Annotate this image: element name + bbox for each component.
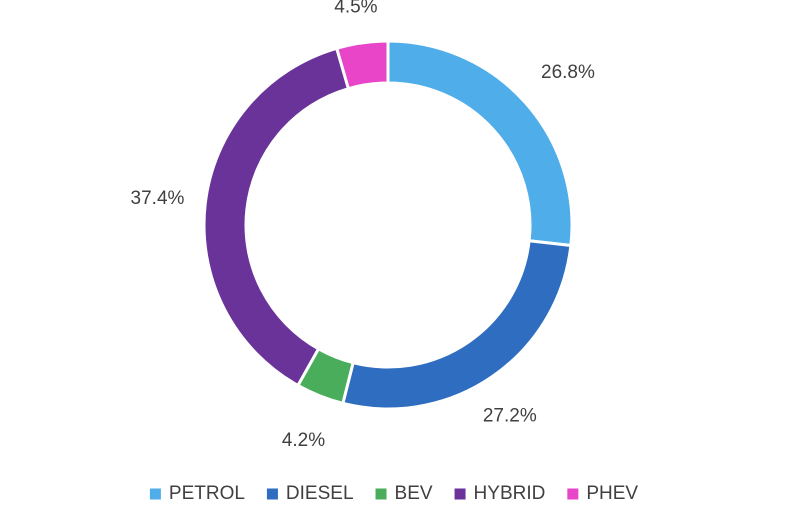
slice-hybrid <box>202 46 351 388</box>
legend-label-hybrid: HYBRID <box>474 483 546 504</box>
data-label-hybrid: 37.4% <box>131 188 185 209</box>
data-label-bev: 4.2% <box>282 430 325 451</box>
legend-swatch-diesel <box>266 488 278 500</box>
legend-item-phev: PHEV <box>567 483 638 504</box>
donut-slices <box>202 39 574 411</box>
data-label-petrol: 26.8% <box>541 62 595 83</box>
legend-swatch-bev <box>375 488 387 500</box>
legend-item-petrol: PETROL <box>149 483 245 504</box>
legend-item-diesel: DIESEL <box>266 483 354 504</box>
legend-swatch-phev <box>567 488 579 500</box>
legend-item-bev: BEV <box>375 483 433 504</box>
slice-diesel <box>341 239 573 411</box>
legend-label-bev: BEV <box>395 483 433 504</box>
data-labels: 26.8% 27.2% 4.2% 37.4% 4.5% <box>131 0 595 451</box>
legend-item-hybrid: HYBRID <box>454 483 546 504</box>
legend-label-phev: PHEV <box>586 483 638 504</box>
data-label-diesel: 27.2% <box>483 405 537 426</box>
legend-label-petrol: PETROL <box>169 483 245 504</box>
legend-swatch-hybrid <box>454 488 466 500</box>
data-label-phev: 4.5% <box>334 0 377 17</box>
legend-swatch-petrol <box>149 488 161 500</box>
slice-phev <box>334 39 390 91</box>
legend: PETROL DIESEL BEV HYBRID PHEV <box>149 483 638 504</box>
legend-label-diesel: DIESEL <box>286 483 354 504</box>
